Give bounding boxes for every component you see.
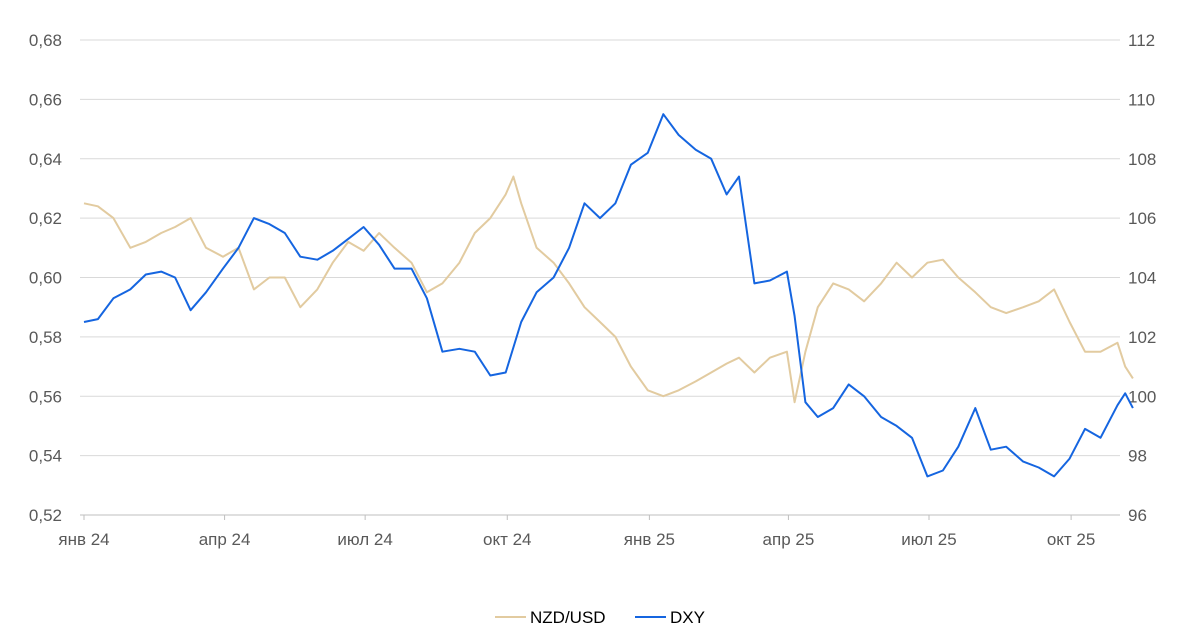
x-axis-tick-label: июл 25	[901, 530, 956, 549]
series-line-nzdusd	[83, 175, 1134, 404]
x-axis-tick-label: апр 24	[199, 530, 251, 549]
right-axis-tick-label: 104	[1128, 269, 1156, 288]
right-axis-tick-label: 112	[1128, 31, 1155, 50]
right-axis-tick-label: 106	[1128, 209, 1156, 228]
left-axis-tick-label: 0,54	[29, 447, 62, 466]
x-axis-ticks: янв 24 апр 24 июл 24 окт 24 янв 25 апр 25 июл …	[58, 515, 1095, 549]
right-axis-tick-label: 98	[1128, 447, 1147, 466]
x-axis-tick-label: окт 25	[1047, 530, 1096, 549]
left-axis-tick-label: 0,68	[29, 31, 62, 50]
legend-label-dxy: DXY	[670, 608, 705, 627]
left-axis-tick-label: 0,56	[29, 387, 62, 406]
series-lines	[83, 113, 1134, 478]
right-axis-ticks: 96 98 100 102 104 106 108 110 112	[1128, 31, 1156, 525]
left-axis-ticks: 0,52 0,54 0,56 0,58 0,60 0,62 0,64 0,66 0,68	[29, 31, 62, 525]
right-axis-tick-label: 100	[1128, 387, 1156, 406]
x-axis-tick-label: июл 24	[337, 530, 392, 549]
series-line-dxy	[83, 113, 1134, 478]
x-axis-tick-label: янв 24	[58, 530, 109, 549]
gridlines	[80, 39, 1120, 516]
x-axis-tick-label: янв 25	[624, 530, 675, 549]
left-axis-tick-label: 0,60	[29, 269, 62, 288]
right-axis-tick-label: 96	[1128, 506, 1147, 525]
left-axis-tick-label: 0,58	[29, 328, 62, 347]
x-axis-tick-label: апр 25	[763, 530, 815, 549]
right-axis-tick-label: 102	[1128, 328, 1156, 347]
left-axis-tick-label: 0,62	[29, 209, 62, 228]
left-axis-tick-label: 0,66	[29, 90, 62, 109]
legend-label-nzdusd: NZD/USD	[530, 608, 606, 627]
x-axis-tick-label: окт 24	[483, 530, 532, 549]
left-axis-tick-label: 0,52	[29, 506, 62, 525]
legend: NZD/USD DXY	[495, 608, 705, 627]
left-axis-tick-label: 0,64	[29, 150, 62, 169]
right-axis-tick-label: 110	[1128, 90, 1155, 109]
right-axis-tick-label: 108	[1128, 150, 1156, 169]
